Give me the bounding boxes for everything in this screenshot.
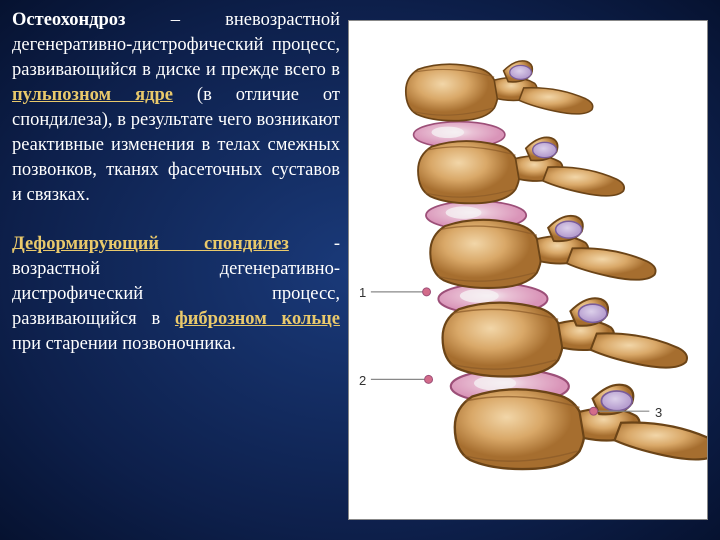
para2-post: при старении позвоночника.	[12, 334, 236, 354]
highlight-nucleus: пульпозном ядре	[12, 85, 173, 105]
callout-1: 1	[359, 285, 366, 300]
highlight-annulus: фиброзном кольце	[175, 309, 340, 329]
paragraph-spondylosis: Деформирующий спондилез - возрастной дег…	[12, 232, 340, 357]
spine-illustration: 1 2 3	[348, 20, 708, 520]
term-spondylosis: Деформирующий спондилез	[12, 234, 289, 254]
callout-2: 2	[359, 373, 366, 388]
illustration-column: 1 2 3	[348, 8, 708, 532]
paragraph-osteochondrosis: Остеохондроз – вневозрастной дегенератив…	[12, 8, 340, 208]
callout-3: 3	[655, 405, 662, 420]
term-osteochondrosis: Остеохондроз	[12, 10, 125, 30]
text-column: Остеохондроз – вневозрастной дегенератив…	[12, 8, 348, 532]
spine-svg	[349, 21, 707, 519]
